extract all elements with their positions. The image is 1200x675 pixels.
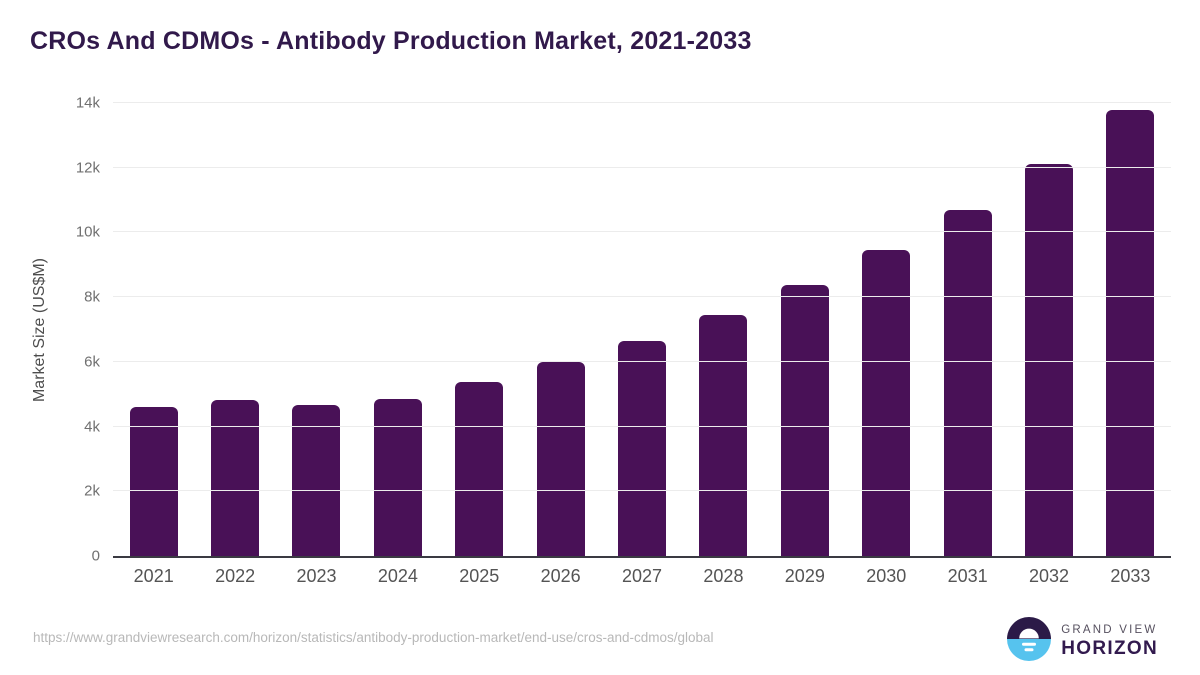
x-tick-label: 2023	[296, 566, 337, 586]
plot-area: 0 2k 4k 6k 8k 10k 12k 14k	[76, 95, 1171, 565]
y-tick-label: 14k	[75, 94, 100, 112]
bar-2028[interactable]	[699, 314, 748, 556]
x-tick-label: 2032	[1028, 566, 1070, 586]
bar-2024[interactable]	[373, 398, 422, 556]
gridline	[113, 231, 1171, 233]
source-url: https://www.grandviewresearch.com/horizo…	[33, 630, 714, 645]
chart-title: CROs And CDMOs - Antibody Production Mar…	[30, 27, 752, 55]
bar-series	[113, 103, 1171, 556]
x-tick-label: 2021	[133, 566, 174, 586]
bar-slot	[1090, 103, 1171, 556]
bar-2025[interactable]	[455, 381, 504, 556]
x-tick-label: 2033	[1110, 566, 1151, 586]
bar-slot	[601, 103, 682, 556]
x-axis-labels: 2021 2022 2023 2024 2025 2026 2027 2028 2029 2030…	[113, 566, 1171, 587]
logo-wordmark: GRAND VIEW HORIZON	[1061, 624, 1158, 660]
x-tick-label: 2028	[703, 566, 744, 586]
gridline	[113, 425, 1171, 427]
bar-slot	[683, 103, 764, 556]
y-tick-label: 6k	[84, 353, 100, 371]
bar-2027[interactable]	[618, 340, 667, 556]
logo-brand-top: GRAND VIEW	[1061, 623, 1158, 636]
bar-slot	[194, 103, 275, 556]
bar-2031[interactable]	[943, 210, 992, 556]
gridline	[113, 166, 1171, 168]
x-tick-label: 2031	[947, 566, 988, 586]
bar-slot	[520, 103, 601, 556]
y-tick-label: 4k	[84, 418, 100, 436]
bar-2023[interactable]	[292, 404, 341, 556]
grandview-horizon-logo: GRAND VIEW HORIZON	[1007, 617, 1158, 666]
x-tick-label: 2022	[215, 566, 256, 586]
horizon-sun-icon	[1007, 617, 1052, 666]
x-tick-label: 2026	[540, 566, 581, 586]
gridline	[113, 490, 1171, 492]
logo-brand-bottom: HORIZON	[1061, 637, 1158, 659]
bar-slot	[439, 103, 520, 556]
bar-2022[interactable]	[211, 399, 260, 556]
x-tick-label: 2024	[377, 566, 418, 586]
bar-slot	[276, 103, 357, 556]
bar-2033[interactable]	[1106, 110, 1155, 556]
x-tick-label: 2029	[784, 566, 825, 586]
bar-slot	[846, 103, 927, 556]
y-tick-label: 10k	[75, 223, 100, 241]
gridline	[113, 102, 1171, 103]
y-tick-label: 8k	[84, 288, 100, 306]
y-tick-label: 12k	[75, 159, 100, 177]
gridline	[113, 360, 1171, 362]
gridline	[113, 296, 1171, 298]
x-tick-label: 2025	[459, 566, 500, 586]
bar-2026[interactable]	[536, 361, 585, 556]
y-tick-label: 0	[91, 547, 100, 565]
bar-slot	[113, 103, 194, 556]
y-axis-title: Market Size (US$M)	[31, 257, 48, 403]
bar-2030[interactable]	[862, 249, 911, 556]
bar-slot	[927, 103, 1008, 556]
bar-2021[interactable]	[129, 406, 178, 556]
bar-slot	[1008, 103, 1089, 556]
x-tick-label: 2027	[622, 566, 663, 586]
bar-2029[interactable]	[780, 284, 829, 556]
x-tick-label: 2030	[866, 566, 907, 586]
bar-slot	[357, 103, 438, 556]
bar-slot	[764, 103, 845, 556]
y-tick-label: 2k	[84, 482, 100, 500]
